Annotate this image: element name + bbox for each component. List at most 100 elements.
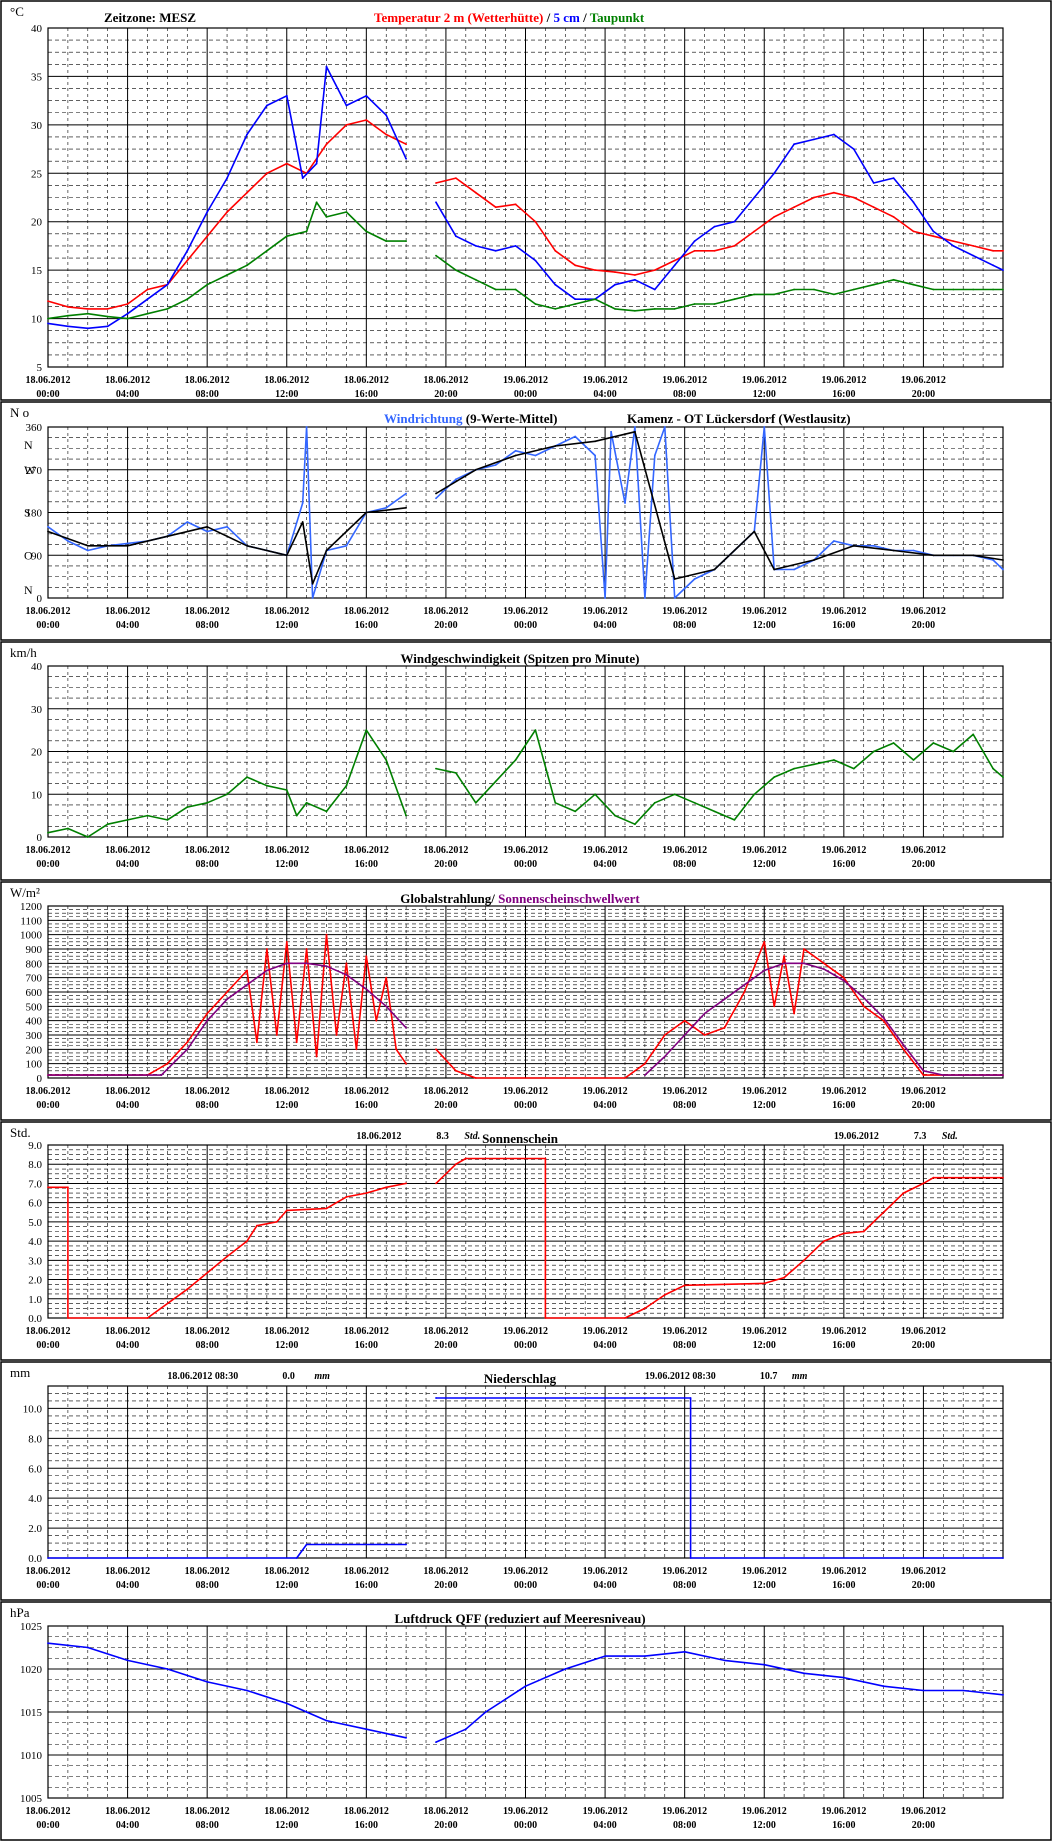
data-point bbox=[455, 772, 457, 774]
x-tick-date: 18.06.2012 bbox=[105, 1326, 150, 1337]
data-point bbox=[365, 955, 368, 958]
data-point bbox=[693, 801, 696, 804]
compass-label: N bbox=[24, 438, 33, 452]
data-point bbox=[554, 283, 557, 286]
data-point bbox=[912, 201, 915, 204]
chart-title: Temperatur 2 m (Wetterhütte) / 5 cm / Ta… bbox=[374, 10, 645, 25]
data-point bbox=[733, 220, 736, 223]
data-point bbox=[126, 819, 129, 821]
x-tick-date: 19.06.2012 bbox=[503, 606, 548, 617]
y-tick-label: 0.0 bbox=[28, 1553, 42, 1565]
data-point bbox=[435, 767, 437, 770]
data-point bbox=[972, 254, 975, 257]
y-tick-label: 1.0 bbox=[28, 1294, 42, 1306]
data-point bbox=[455, 177, 457, 180]
data-point bbox=[186, 806, 189, 808]
data-point bbox=[902, 1192, 905, 1194]
data-point bbox=[435, 497, 437, 500]
x-tick-date: 18.06.2012 bbox=[264, 1326, 309, 1337]
chart-title-part: Sonnenschein bbox=[482, 1131, 559, 1146]
data-point bbox=[514, 288, 517, 291]
data-point bbox=[689, 1397, 692, 1399]
data-point bbox=[345, 124, 348, 126]
data-point bbox=[1002, 568, 1004, 571]
x-tick-time: 08:00 bbox=[195, 620, 218, 631]
data-point bbox=[793, 568, 795, 571]
total-date: 19.06.2012 bbox=[834, 1131, 879, 1142]
data-point bbox=[455, 269, 457, 271]
data-point bbox=[226, 177, 229, 180]
data-point bbox=[689, 1557, 692, 1559]
data-point bbox=[246, 544, 248, 547]
data-point bbox=[455, 1069, 457, 1072]
chart-title-part: / bbox=[580, 10, 590, 25]
y-tick-label: 270 bbox=[26, 465, 43, 477]
x-tick-date: 19.06.2012 bbox=[503, 1806, 548, 1817]
data-point bbox=[435, 1397, 437, 1399]
total-date: 18.06.2012 08:30 bbox=[167, 1371, 238, 1382]
data-point bbox=[663, 1055, 666, 1058]
data-point bbox=[385, 114, 388, 117]
y-tick-label: 9.0 bbox=[28, 1140, 42, 1152]
x-tick-date: 18.06.2012 bbox=[105, 1086, 150, 1097]
data-point bbox=[852, 196, 855, 199]
data-point bbox=[574, 435, 577, 438]
x-tick-time: 12:00 bbox=[275, 1820, 298, 1831]
data-point bbox=[892, 278, 895, 281]
data-point bbox=[365, 119, 368, 121]
x-tick-time: 08:00 bbox=[673, 859, 696, 870]
data-point bbox=[892, 549, 895, 552]
data-point bbox=[992, 249, 994, 252]
chart-title: Globalstrahlung/ Sonnenscheinschwellwert bbox=[400, 891, 640, 906]
data-point bbox=[544, 1317, 547, 1319]
data-point bbox=[673, 578, 676, 580]
data-point bbox=[610, 430, 612, 433]
x-tick-time: 12:00 bbox=[753, 1340, 776, 1351]
x-tick-time: 12:00 bbox=[753, 1100, 776, 1111]
panel-frame bbox=[0, 1121, 1052, 1361]
x-tick-date: 19.06.2012 bbox=[503, 845, 548, 856]
data-point bbox=[604, 1655, 606, 1657]
data-point bbox=[713, 810, 716, 813]
data-point bbox=[992, 288, 994, 291]
x-tick-date: 18.06.2012 bbox=[344, 845, 389, 856]
data-series-line bbox=[47, 431, 1004, 585]
data-point bbox=[763, 1663, 766, 1666]
data-point bbox=[614, 308, 616, 310]
panel-frame bbox=[0, 1601, 1052, 1841]
x-tick-time: 20:00 bbox=[912, 389, 935, 400]
data-point bbox=[952, 240, 955, 243]
x-tick-date: 19.06.2012 bbox=[742, 606, 787, 617]
data-point bbox=[952, 245, 955, 247]
data-point bbox=[693, 240, 696, 243]
x-tick-time: 04:00 bbox=[116, 389, 139, 400]
plot-area bbox=[47, 665, 1004, 838]
data-point bbox=[206, 1681, 209, 1683]
data-point bbox=[435, 182, 437, 184]
y-tick-label: 1025 bbox=[20, 1621, 43, 1633]
data-point bbox=[833, 191, 835, 194]
data-point bbox=[683, 1019, 686, 1022]
data-point bbox=[673, 308, 676, 310]
data-point bbox=[813, 763, 815, 766]
chart-title-part: (9-Werte-Mittel) bbox=[463, 411, 558, 426]
y-tick-label: 90 bbox=[31, 550, 43, 562]
data-point bbox=[285, 94, 288, 97]
x-tick-date: 18.06.2012 bbox=[185, 1566, 230, 1577]
data-point bbox=[932, 288, 935, 291]
data-point bbox=[315, 201, 318, 204]
compass-label: O bbox=[24, 548, 33, 562]
data-point bbox=[823, 968, 825, 970]
data-point bbox=[842, 979, 845, 982]
data-point bbox=[793, 767, 795, 770]
x-tick-date: 19.06.2012 bbox=[901, 1326, 946, 1337]
data-point bbox=[653, 288, 656, 291]
data-point bbox=[146, 814, 149, 817]
data-point bbox=[733, 245, 736, 247]
x-tick-time: 20:00 bbox=[912, 1820, 935, 1831]
x-tick-date: 19.06.2012 bbox=[821, 1566, 866, 1577]
data-point bbox=[852, 544, 855, 547]
data-point bbox=[266, 249, 268, 252]
data-point bbox=[275, 1221, 278, 1223]
